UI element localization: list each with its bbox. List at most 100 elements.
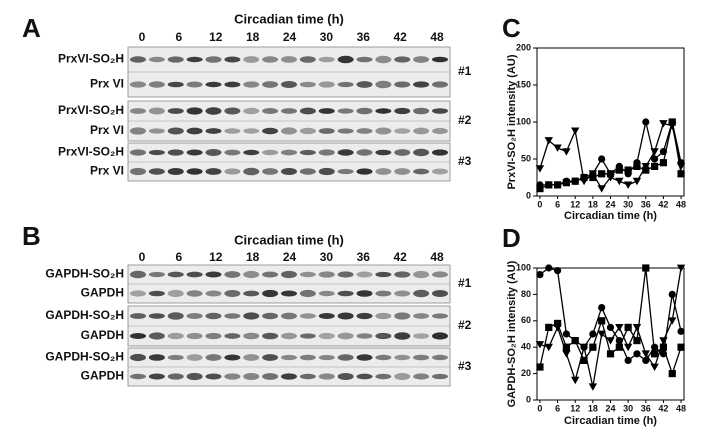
- blot-band: [375, 55, 392, 64]
- blot-band: [243, 354, 260, 361]
- blot-band: [262, 312, 279, 320]
- x-tick-label: 18: [588, 403, 598, 413]
- blot-band: [205, 271, 222, 278]
- blot-band: [186, 149, 203, 156]
- replicate-label: #3: [458, 359, 472, 373]
- blot-band: [413, 313, 430, 319]
- blot-band: [130, 270, 146, 279]
- blot-band: [394, 149, 411, 156]
- replicate-label: #3: [458, 154, 472, 168]
- blot-band: [167, 167, 184, 176]
- marker: [588, 383, 598, 391]
- replicate-label: #2: [458, 113, 472, 127]
- blot-band: [337, 312, 354, 320]
- blot-band: [281, 312, 297, 320]
- time-label: 36: [357, 250, 371, 264]
- row-label: GAPDH: [81, 328, 124, 342]
- marker: [606, 337, 615, 345]
- marker: [553, 319, 562, 328]
- blot-band: [205, 332, 222, 340]
- blot-band: [432, 313, 448, 319]
- blot-band: [394, 290, 411, 297]
- marker: [544, 343, 553, 352]
- blot-band: [205, 149, 222, 156]
- blot-band: [167, 149, 184, 156]
- marker: [615, 324, 624, 332]
- blot-band: [167, 271, 184, 278]
- blot-band: [130, 353, 146, 362]
- time-label: 42: [393, 250, 407, 264]
- blot-band: [318, 81, 335, 88]
- blot-band: [167, 108, 184, 114]
- row-label: Prx VI: [90, 123, 124, 137]
- x-tick-label: 24: [605, 403, 615, 413]
- blot-band: [224, 313, 241, 319]
- blot-band: [413, 168, 430, 175]
- x-tick-label: 18: [588, 199, 598, 209]
- blot-band: [394, 271, 411, 278]
- time-label: 0: [139, 30, 146, 44]
- blot-band: [432, 289, 448, 298]
- blot-band: [167, 354, 184, 361]
- marker: [571, 337, 579, 345]
- blot-band: [375, 80, 392, 89]
- blot-band: [130, 313, 146, 319]
- replicate-label: #1: [458, 64, 472, 78]
- marker: [536, 363, 544, 371]
- blot-band: [167, 127, 184, 135]
- blot-band: [337, 149, 354, 156]
- blot-band: [299, 313, 316, 319]
- blot-band: [375, 108, 392, 114]
- blot-band: [413, 56, 430, 63]
- x-tick-label: 12: [570, 199, 580, 209]
- blot-band: [243, 290, 260, 297]
- time-label: 18: [246, 30, 260, 44]
- marker: [562, 343, 570, 351]
- blot-band: [356, 56, 373, 63]
- blot-band: [243, 167, 260, 176]
- blot-band: [318, 56, 335, 63]
- marker: [651, 343, 659, 351]
- marker: [651, 162, 659, 170]
- y-tick-label: 100: [516, 262, 531, 272]
- marker: [571, 127, 580, 135]
- y-tick-label: 60: [521, 315, 531, 325]
- marker: [676, 163, 686, 171]
- blot-band: [394, 81, 411, 88]
- blot-band: [356, 81, 373, 88]
- blot-band: [375, 354, 392, 361]
- blot-band: [337, 332, 354, 340]
- blot-band: [337, 108, 354, 114]
- blot-band: [243, 270, 260, 279]
- x-tick-label: 24: [605, 199, 615, 209]
- panel-letter: B: [22, 221, 41, 251]
- marker: [598, 170, 606, 178]
- marker: [598, 304, 606, 312]
- marker: [632, 324, 642, 332]
- blot-band: [375, 312, 392, 320]
- marker: [642, 356, 650, 364]
- replicate-label: #1: [458, 276, 472, 290]
- blot-band: [148, 168, 165, 175]
- marker: [598, 155, 606, 163]
- marker: [562, 179, 570, 187]
- row-label: GAPDH-SO₂H: [45, 350, 124, 364]
- time-label: 12: [209, 30, 223, 44]
- blot-band: [205, 81, 222, 88]
- blot-band: [262, 108, 279, 114]
- blot-band: [299, 81, 316, 88]
- x-tick-label: 48: [676, 403, 686, 413]
- blot-band: [299, 168, 316, 175]
- blot-band: [205, 128, 222, 134]
- marker: [623, 181, 633, 189]
- blot-band: [130, 167, 146, 176]
- marker: [633, 162, 641, 170]
- x-axis-title: Circadian time (h): [564, 415, 657, 427]
- blot-band: [262, 354, 279, 361]
- blot-band: [375, 373, 392, 380]
- blot-band: [130, 290, 146, 297]
- blot-band: [413, 148, 430, 157]
- marker: [606, 350, 615, 358]
